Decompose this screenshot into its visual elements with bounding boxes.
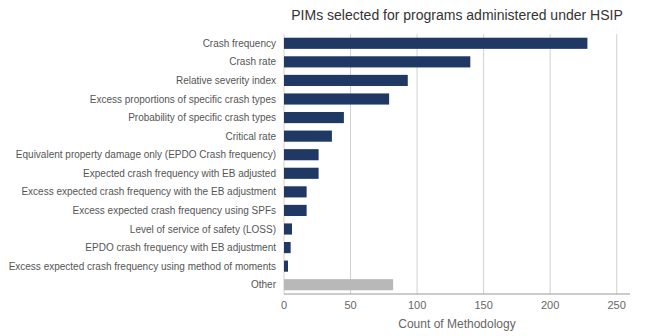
category-label: EPDO crash frequency with EB adjustment <box>85 242 276 253</box>
bar <box>284 223 292 234</box>
bar <box>284 75 408 86</box>
grid-line <box>284 34 285 294</box>
category-label: Expected crash frequency with EB adjuste… <box>83 168 276 179</box>
category-label: Relative severity index <box>176 75 276 86</box>
bar <box>284 149 319 160</box>
grid <box>284 34 617 294</box>
bar <box>284 242 291 253</box>
x-ticks: 0 50 100 150 200 250 <box>281 299 626 311</box>
grid-line <box>417 34 418 294</box>
bar <box>284 93 389 104</box>
category-label: Crash rate <box>229 56 276 67</box>
bar <box>284 112 344 123</box>
grid-line <box>550 34 551 294</box>
bar <box>284 168 319 179</box>
bar <box>284 279 393 290</box>
category-label: Equivalent property damage only (EPDO Cr… <box>16 149 276 160</box>
grid-line <box>350 34 351 294</box>
category-label: Crash frequency <box>203 38 276 49</box>
tick-label: 200 <box>541 299 559 311</box>
grid-line <box>616 34 617 294</box>
tick-label: 50 <box>344 299 356 311</box>
category-label: Level of service of safety (LOSS) <box>130 224 276 235</box>
bar <box>284 38 587 49</box>
category-label: Excess expected crash frequency using me… <box>9 261 276 272</box>
tick-label: 100 <box>408 299 426 311</box>
bar <box>284 56 470 67</box>
tick-label: 250 <box>608 299 626 311</box>
tick-label: 0 <box>281 299 287 311</box>
grid-line <box>483 34 484 294</box>
category-label: Excess expected crash frequency with the… <box>21 186 276 197</box>
category-label: Excess expected crash frequency using SP… <box>73 205 276 216</box>
bar <box>284 261 288 272</box>
category-label: Probability of specific crash types <box>128 112 276 123</box>
x-axis-line <box>284 294 630 295</box>
title: PIMs selected for programs administered … <box>291 7 622 23</box>
tick-label: 150 <box>474 299 492 311</box>
x-axis-label: Count of Methodology <box>398 317 515 331</box>
chart: PIMs selected for programs administered … <box>0 0 650 336</box>
bar <box>284 131 332 142</box>
bars <box>284 38 587 291</box>
page: {"chart_data": {"type": "bar", "orientat… <box>0 0 650 336</box>
category-label: Other <box>251 279 277 290</box>
category-labels: Crash frequency Crash rate Relative severi… <box>9 38 277 290</box>
category-label: Critical rate <box>225 131 276 142</box>
bar <box>284 186 307 197</box>
category-label: Excess proportions of specific crash typ… <box>90 94 276 105</box>
bar <box>284 205 307 216</box>
